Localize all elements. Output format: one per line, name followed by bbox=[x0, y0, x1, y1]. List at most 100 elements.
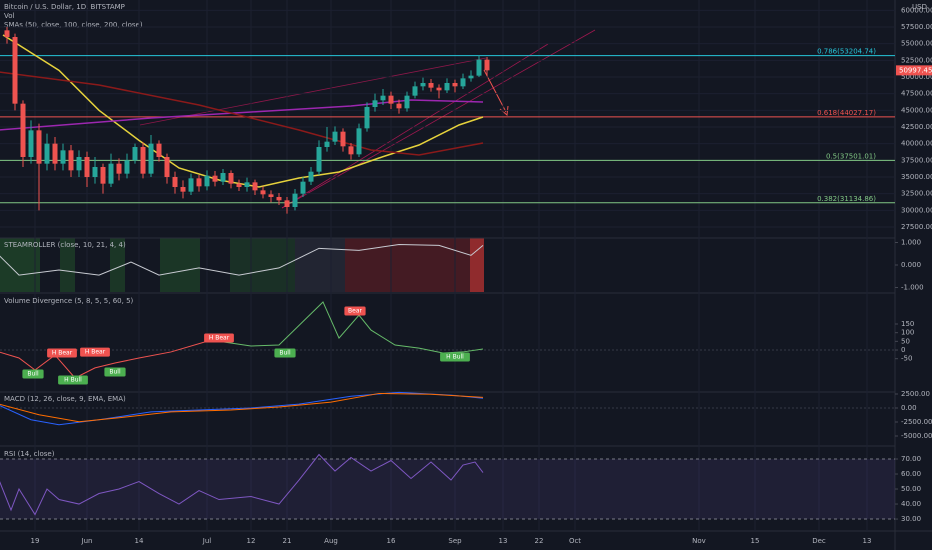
panel-title: RSI (14, close) bbox=[4, 450, 55, 458]
shade bbox=[160, 238, 200, 292]
signal-label: H Bear bbox=[85, 349, 106, 356]
candle-body bbox=[436, 87, 442, 91]
candle-body bbox=[132, 147, 138, 161]
x-tick-label: 14 bbox=[135, 537, 144, 545]
y-tick-label: 60.00 bbox=[901, 470, 921, 478]
fib-label: 0.618(44027.17) bbox=[817, 109, 876, 117]
price-tag bbox=[896, 65, 932, 76]
y-tick-label: 60000.00 bbox=[901, 6, 932, 14]
candle-body bbox=[180, 187, 186, 192]
y-tick-label: 100 bbox=[901, 329, 914, 337]
y-tick-label: -5000.00 bbox=[901, 432, 932, 440]
arrow-head bbox=[499, 105, 509, 116]
candle-body bbox=[52, 143, 58, 164]
signal-box bbox=[344, 306, 366, 316]
candle-body bbox=[268, 194, 274, 197]
candle-body bbox=[156, 143, 162, 157]
series-line bbox=[0, 392, 484, 423]
panel-title: STEAMROLLER (close, 10, 21, 4, 4) bbox=[4, 241, 126, 249]
candle-body bbox=[444, 83, 450, 91]
candle-body bbox=[204, 175, 210, 187]
y-tick-label: 27500.00 bbox=[901, 223, 932, 231]
y-tick-label: 32500.00 bbox=[901, 190, 932, 198]
candle-body bbox=[164, 157, 170, 177]
y-tick-label: 0 bbox=[901, 346, 905, 354]
y-tick-label: 40000.00 bbox=[901, 140, 932, 148]
candle-body bbox=[420, 83, 426, 87]
y-tick-label: 1.000 bbox=[901, 239, 921, 247]
y-tick-label: 50 bbox=[901, 337, 910, 345]
candle-body bbox=[28, 130, 34, 157]
x-tick-label: Jun bbox=[81, 537, 93, 545]
candle-body bbox=[20, 103, 26, 157]
signal-box bbox=[58, 375, 88, 385]
x-tick-label: 13 bbox=[499, 537, 508, 545]
signal-box bbox=[104, 367, 126, 377]
x-tick-label: 19 bbox=[31, 537, 40, 545]
candle-body bbox=[276, 197, 282, 201]
y-tick-label: 45000.00 bbox=[901, 106, 932, 114]
series-line bbox=[0, 99, 484, 131]
y-tick-label: 30.00 bbox=[901, 515, 921, 523]
y-tick-label: 57500.00 bbox=[901, 23, 932, 31]
shade bbox=[0, 238, 40, 292]
y-tick-label: 150 bbox=[901, 320, 914, 328]
y-tick-label: 47500.00 bbox=[901, 90, 932, 98]
candle-body bbox=[228, 173, 234, 184]
signal-label: Bull bbox=[27, 370, 39, 377]
candle-body bbox=[476, 59, 482, 76]
candle-body bbox=[300, 181, 306, 194]
candle-body bbox=[356, 128, 362, 155]
y-tick-label: 50.00 bbox=[901, 485, 921, 493]
candle-body bbox=[92, 167, 98, 177]
series-line bbox=[0, 339, 212, 379]
candle-body bbox=[468, 75, 474, 79]
signal-box bbox=[274, 348, 296, 358]
candle-body bbox=[60, 150, 66, 164]
y-tick-label: 40.00 bbox=[901, 500, 921, 508]
rsi-band bbox=[0, 459, 895, 520]
shade bbox=[345, 238, 470, 292]
candle-body bbox=[396, 103, 402, 109]
y-tick-label: -2500.00 bbox=[901, 418, 932, 426]
candle-body bbox=[380, 95, 386, 101]
candle-body bbox=[308, 171, 314, 182]
candle-body bbox=[84, 157, 90, 177]
x-tick-label: 12 bbox=[247, 537, 256, 545]
x-tick-label: 15 bbox=[751, 537, 760, 545]
candle-body bbox=[4, 30, 10, 37]
fib-label: 0.5(37501.01) bbox=[826, 152, 876, 160]
signal-box bbox=[22, 369, 44, 379]
currency: USD bbox=[912, 3, 927, 11]
trend-line bbox=[281, 29, 596, 209]
signal-label: H Bull bbox=[446, 353, 464, 360]
price-tag-label: 50997.45 bbox=[899, 66, 932, 74]
y-tick-label: 37500.00 bbox=[901, 156, 932, 164]
x-tick-label: Oct bbox=[569, 537, 581, 545]
candle-body bbox=[76, 157, 82, 171]
x-tick-label: 21 bbox=[283, 537, 292, 545]
x-tick-label: Sep bbox=[448, 537, 462, 545]
signal-label: H Bull bbox=[64, 377, 82, 384]
candle-body bbox=[428, 83, 434, 88]
candle-body bbox=[332, 131, 338, 142]
trend-line bbox=[139, 57, 487, 126]
x-tick-label: Dec bbox=[812, 537, 826, 545]
candle-body bbox=[484, 59, 490, 71]
y-tick-label: 0.00 bbox=[901, 404, 917, 412]
series-line bbox=[0, 453, 484, 516]
y-tick-label: 52500.00 bbox=[901, 56, 932, 64]
candle-body bbox=[116, 163, 122, 174]
candle-body bbox=[284, 200, 290, 207]
candle-body bbox=[412, 86, 418, 96]
y-tick-label: 30000.00 bbox=[901, 206, 932, 214]
shade bbox=[60, 238, 75, 292]
signal-label: Bull bbox=[279, 349, 291, 356]
x-tick-label: 13 bbox=[863, 537, 872, 545]
y-tick-label: 2500.00 bbox=[901, 390, 930, 398]
panel-title: Volume Divergence (5, 8, 5, 5, 60, 5) bbox=[4, 297, 134, 305]
signal-box bbox=[47, 348, 77, 358]
shade bbox=[110, 238, 125, 292]
